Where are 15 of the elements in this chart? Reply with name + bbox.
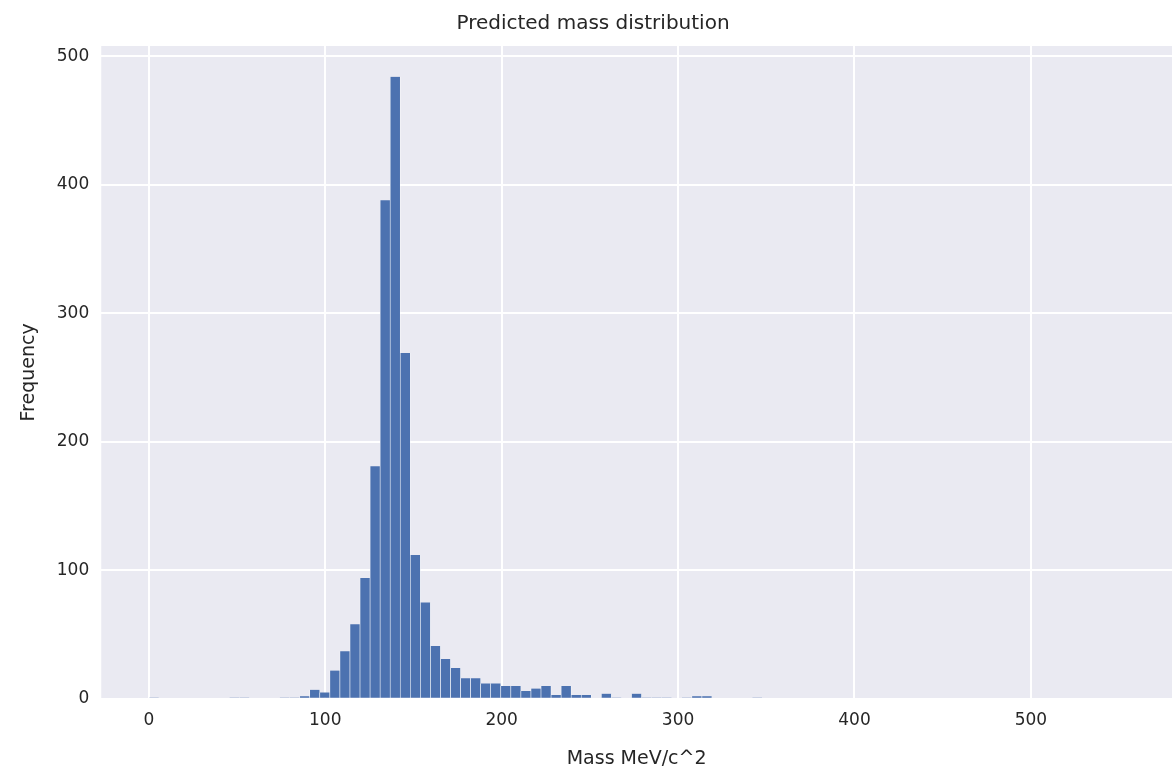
x-tick-label: 400 [838, 709, 871, 730]
x-tick-label: 100 [309, 709, 342, 730]
y-tick-label: 300 [56, 301, 90, 322]
y-tick-label: 0 [78, 687, 90, 708]
x-tick-label: 500 [1014, 709, 1048, 730]
chart-title: Predicted mass distribution [456, 10, 730, 35]
y-tick-label: 100 [56, 558, 90, 579]
y-tick-label: 500 [56, 44, 90, 65]
x-tick-label: 0 [143, 709, 155, 730]
y-axis-title: Frequency [16, 323, 39, 422]
y-tick-label: 400 [56, 173, 90, 194]
y-tick-label: 200 [56, 430, 90, 451]
x-tick-label: 200 [485, 709, 518, 730]
x-axis-title: Mass MeV/c^2 [566, 745, 707, 768]
x-tick-label: 300 [661, 709, 695, 730]
